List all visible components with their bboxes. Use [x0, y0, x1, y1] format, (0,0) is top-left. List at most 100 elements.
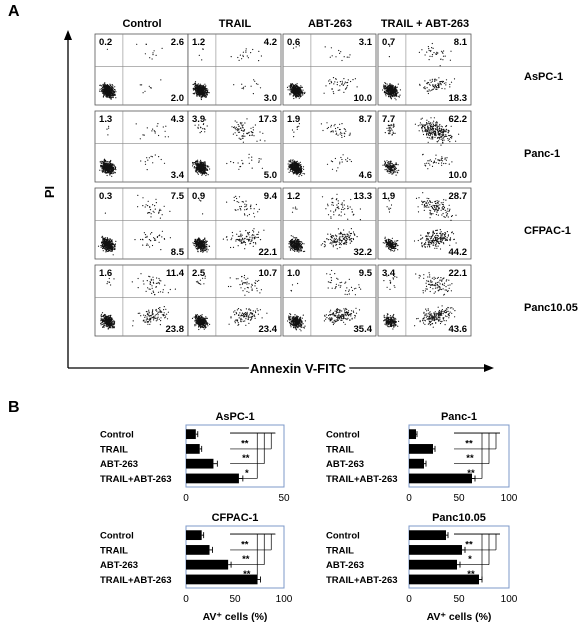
annexin-axis-label: Annexin V-FITC — [250, 361, 347, 376]
x-tick-label: 50 — [453, 594, 465, 605]
bar-chart-title: CFPAC-1 — [212, 512, 259, 524]
quadrant-value-upper-left: 0.7 — [382, 37, 395, 48]
bar — [409, 458, 424, 469]
event-dots — [288, 193, 361, 253]
bar-chart-frame — [408, 424, 510, 488]
x-tick-label: 0 — [406, 594, 412, 605]
quadrant-value-lower-right: 4.6 — [359, 170, 372, 181]
quadrant-value-upper-left: 3.4 — [382, 268, 396, 279]
x-tick-label: 0 — [183, 594, 189, 605]
quadrant-value-lower-right: 18.3 — [449, 93, 468, 104]
bar-chart-title: Panc10.05 — [432, 512, 486, 524]
annexin-axis-arrow — [484, 364, 494, 372]
bar — [186, 429, 196, 440]
quadrant-value-upper-right: 7.5 — [171, 191, 185, 202]
event-dots — [100, 273, 176, 330]
significance-marker: * — [245, 468, 249, 479]
column-headers: Control TRAIL ABT-263 TRAIL + ABT-263 — [122, 18, 469, 30]
quadrant-value-lower-right: 10.0 — [449, 170, 468, 181]
bar-category-label: TRAIL — [100, 444, 128, 455]
event-dots — [192, 44, 262, 101]
quadrant-value-upper-right: 8.7 — [359, 114, 372, 125]
panel-a: A PI Annexin V-FITC Control TRAIL ABT-26… — [8, 3, 578, 379]
quadrant-value-upper-right: 4.3 — [171, 114, 184, 125]
quadrant-value-upper-left: 2.5 — [192, 268, 206, 279]
quadrant-value-upper-left: 1.9 — [382, 191, 395, 202]
quadrant-value-upper-right: 13.3 — [354, 191, 373, 202]
bar — [186, 458, 214, 469]
row-label-cfpac1: CFPAC-1 — [524, 225, 571, 237]
quadrant-value-upper-left: 1.2 — [192, 37, 205, 48]
bar-category-label: TRAIL+ABT-263 — [100, 474, 172, 485]
dot-plot-1-1: 3.9 17.3 5.0 — [187, 110, 282, 183]
bar-chart-panc1: Panc-1 Control TRAIL ABT-263 TRAIL+ABT-263 **… — [326, 411, 518, 504]
quadrant-value-upper-right: 17.3 — [259, 114, 278, 125]
quadrant-value-lower-right: 32.2 — [354, 247, 373, 258]
bar-chart-aspc1: AsPC-1ControlTRAILABT-263TRAIL+ABT-263**… — [100, 411, 290, 504]
x-tick-label: 50 — [453, 493, 465, 504]
significance-marker: * — [468, 554, 472, 565]
dot-plot-2-0: 0.3 7.5 8.5 — [94, 187, 189, 260]
bar-category-label: ABT-263 — [100, 459, 138, 470]
bar — [186, 559, 229, 570]
quadrant-value-lower-right: 23.8 — [166, 324, 185, 335]
bar-category-label: TRAIL+ABT-263 — [100, 575, 172, 586]
x-tick-label: 0 — [406, 493, 412, 504]
column-header-trail-abt263: TRAIL + ABT-263 — [381, 18, 469, 30]
bar — [409, 473, 472, 484]
quadrant-value-lower-right: 10.0 — [354, 93, 373, 104]
bar-charts: AsPC-1ControlTRAILABT-263TRAIL+ABT-263**… — [100, 411, 518, 623]
quadrant-value-lower-right: 43.6 — [449, 324, 468, 335]
bar-category-label: ABT-263 — [100, 560, 138, 571]
x-tick-label: 0 — [183, 493, 189, 504]
dot-plot-0-0: 0.2 2.6 2.0 — [94, 33, 189, 106]
quadrant-value-upper-left: 1.2 — [287, 191, 300, 202]
quadrant-value-upper-right: 2.6 — [171, 37, 184, 48]
x-tick-label: 50 — [278, 493, 290, 504]
quadrant-value-upper-left: 1.3 — [99, 114, 112, 125]
bar-chart-title: AsPC-1 — [215, 411, 254, 423]
pi-axis-label: PI — [42, 186, 57, 198]
x-axis-label: AV⁺ cells (%) — [427, 611, 492, 623]
dot-plot-3-2: 1.0 9.5 35.4 — [282, 264, 377, 337]
significance-marker: ** — [243, 569, 251, 580]
event-dots — [99, 120, 169, 177]
significance-marker: ** — [465, 438, 473, 449]
bar-category-label: ABT-263 — [326, 459, 364, 470]
quadrant-value-upper-left: 3.9 — [192, 114, 205, 125]
dot-plot-1-2: 1.9 8.7 4.6 — [282, 110, 377, 183]
bar — [409, 429, 416, 440]
bar-category-label: Control — [100, 531, 134, 542]
bar-category-label: Control — [326, 531, 360, 542]
dot-plot-1-3: 7.7 62.2 10.0 — [377, 110, 472, 183]
quadrant-value-lower-right: 23.4 — [259, 324, 278, 335]
dot-plot-2-2: 1.2 13.3 32.2 — [282, 187, 377, 260]
bar-category-label: TRAIL — [100, 545, 128, 556]
significance-marker: ** — [241, 539, 249, 550]
significance-marker: ** — [242, 453, 250, 464]
quadrant-value-upper-right: 9.5 — [359, 268, 373, 279]
x-axis-label: AV⁺ cells (%) — [203, 611, 268, 623]
bar-category-label: TRAIL — [326, 444, 354, 455]
bar-chart-title: Panc-1 — [441, 411, 477, 423]
event-dots — [287, 122, 352, 177]
quadrant-value-upper-left: 0.3 — [99, 191, 112, 202]
event-dots — [382, 42, 456, 101]
row-label-panc1005: Panc10.05 — [524, 302, 578, 314]
significance-marker: ** — [242, 554, 250, 565]
bar-chart-frame — [185, 424, 285, 488]
panel-b: B AsPC-1 Control TRAIL ABT-263 TRAIL+ABT-263… — [8, 399, 518, 623]
bar — [409, 545, 462, 555]
quadrant-value-upper-right: 11.4 — [166, 268, 185, 279]
event-dots — [192, 118, 266, 177]
dot-plot-2-1: 0.9 9.4 22.1 — [187, 187, 282, 260]
significance-marker: ** — [467, 569, 475, 580]
quadrant-value-lower-right: 22.1 — [259, 247, 278, 258]
quadrant-value-upper-left: 0.6 — [287, 37, 300, 48]
significance-marker: ** — [466, 453, 474, 464]
dot-plot-3-1: 2.5 10.7 23.4 — [187, 264, 282, 337]
quadrant-value-upper-left: 0.2 — [99, 37, 112, 48]
quadrant-value-upper-right: 8.1 — [454, 37, 468, 48]
bar-chart-panc1005: Panc10.05 Control TRAIL ABT-263 TRAIL+ABT-26… — [326, 512, 518, 623]
